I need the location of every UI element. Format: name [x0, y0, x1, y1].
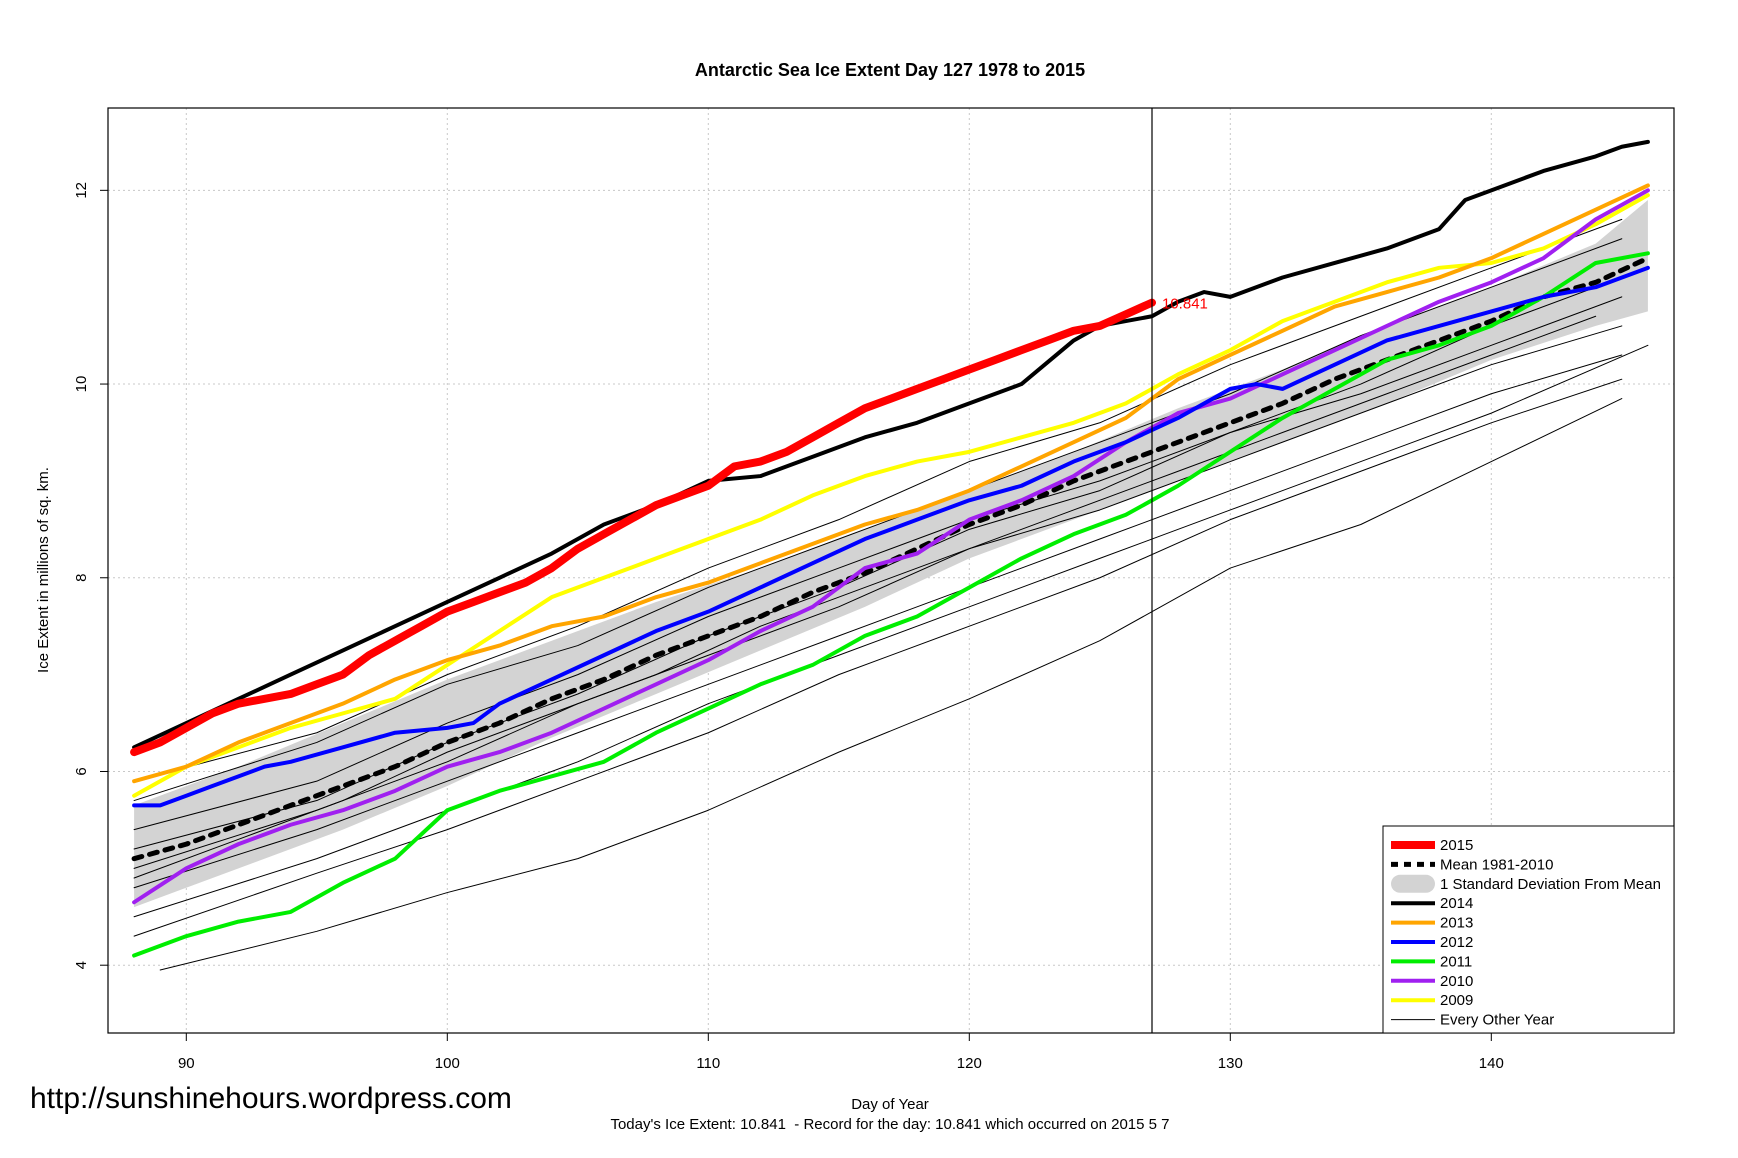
x-axis-label: Day of Year	[851, 1096, 929, 1113]
series-line-every-other-year	[133, 315, 1597, 879]
series-line-2013	[132, 183, 1650, 784]
series-line-every-other-year	[159, 398, 1623, 971]
y-tick-label: 8	[73, 574, 90, 582]
y-tick-label: 10	[73, 376, 90, 393]
plot-frame	[107, 107, 1675, 1034]
current-value-label: 10.841	[1162, 296, 1208, 313]
legend-label: 2012	[1440, 934, 1473, 951]
series-line-every-other-year	[133, 218, 1623, 782]
legend-label: Every Other Year	[1440, 1012, 1554, 1029]
series-line-2015	[130, 298, 1156, 757]
source-url[interactable]: http://sunshinehours.wordpress.com	[30, 1082, 512, 1115]
std-band-area	[134, 200, 1648, 908]
legend-label: 2009	[1440, 992, 1473, 1009]
legend-swatch-band	[1391, 874, 1435, 893]
series-line-2011	[132, 251, 1650, 958]
series-line-every-other-year	[133, 344, 1649, 918]
series-line-2012	[132, 265, 1650, 808]
series-line-2010	[132, 188, 1650, 905]
legend-label: 2015	[1440, 837, 1473, 854]
x-tick-label: 140	[1479, 1055, 1504, 1072]
series-group	[130, 139, 1651, 971]
legend-label: 2013	[1440, 915, 1473, 932]
series-line-every-other-year	[133, 325, 1623, 869]
legend-label: Mean 1981-2010	[1440, 856, 1553, 873]
y-tick-label: 12	[73, 182, 90, 199]
y-tick-label: 4	[73, 961, 90, 969]
x-tick-label: 90	[178, 1055, 195, 1072]
series-line-2009	[132, 193, 1650, 798]
legend-label: 1 Standard Deviation From Mean	[1440, 876, 1661, 893]
y-axis-label: Ice Extent in millions of sq. km.	[35, 467, 52, 673]
legend-label: 2014	[1440, 895, 1473, 912]
legend-label: 2011	[1440, 953, 1472, 970]
x-tick-label: 110	[696, 1055, 720, 1072]
legend-label: 2010	[1440, 973, 1473, 990]
series-line-every-other-year	[133, 378, 1623, 937]
std-band	[134, 200, 1648, 908]
chart-subtitle: Today's Ice Extent: 10.841 - Record for …	[610, 1116, 1169, 1133]
series-line-every-other-year	[133, 296, 1623, 831]
x-tick-label: 100	[435, 1055, 460, 1072]
chart-title: Antarctic Sea Ice Extent Day 127 1978 to…	[695, 60, 1085, 80]
x-tick-label: 120	[957, 1055, 982, 1072]
y-tick-label: 6	[73, 767, 90, 775]
legend: 2015 Mean 1981-2010 1 Standard Deviation F…	[1382, 825, 1675, 1034]
x-tick-label: 130	[1218, 1055, 1243, 1072]
axes: 90 100 110 120 130 140 4 6 8 10 12 10.841	[73, 108, 1504, 1072]
series-line-every-other-year	[133, 354, 1623, 889]
series-line-2014	[132, 139, 1650, 750]
